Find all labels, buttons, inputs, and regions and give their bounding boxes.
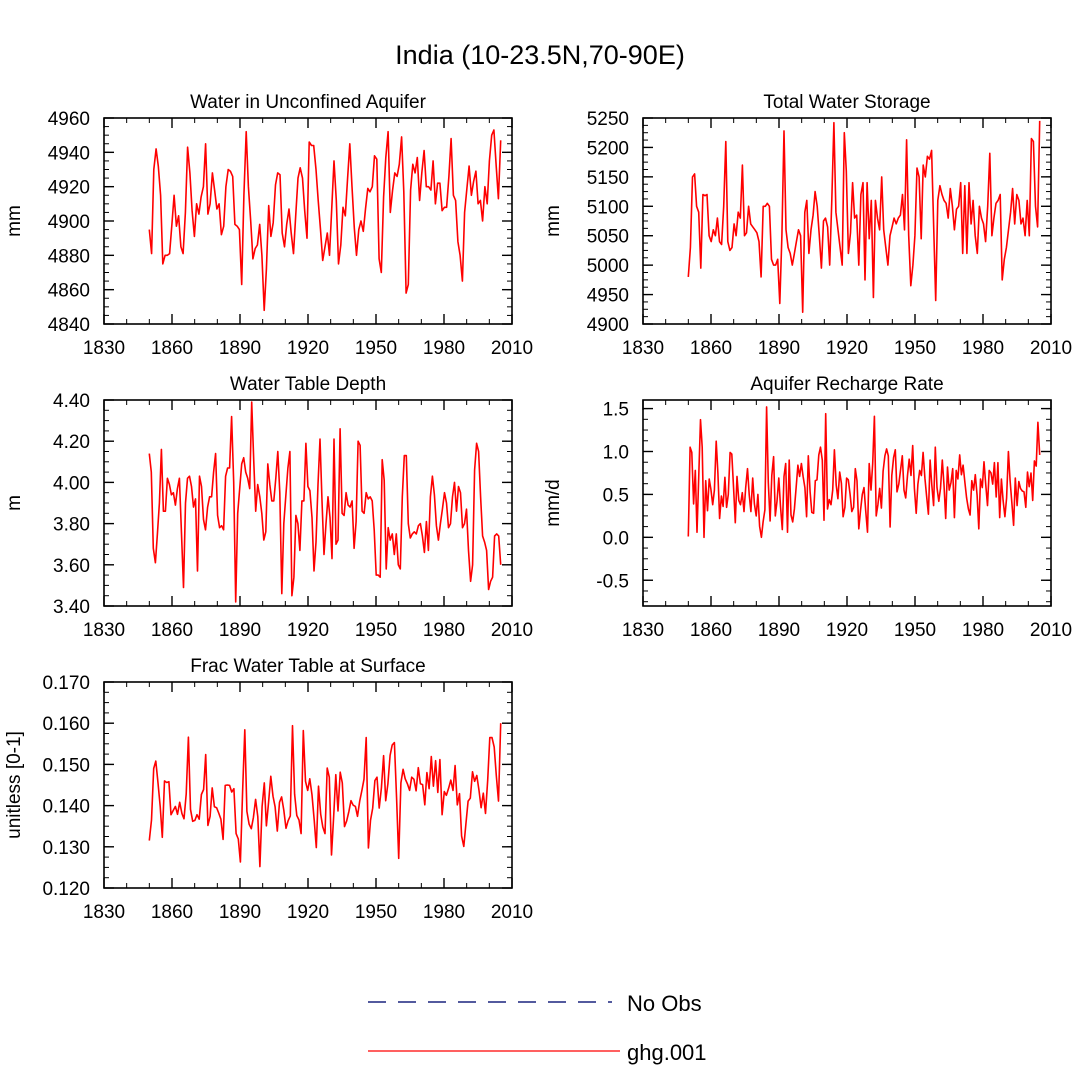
y-tick-label: 0.160	[42, 714, 90, 735]
panel-frac-water-table-surface: Frac Water Table at Surface unitless [0-1…	[4, 656, 533, 923]
y-tick-label: 4950	[587, 286, 629, 307]
x-tick-label: 1860	[690, 338, 732, 359]
x-tick-label: 1890	[758, 620, 800, 641]
x-tick-label: 1980	[423, 338, 465, 359]
series-line-ghg-001	[687, 120, 1041, 314]
y-tick-label: 1.5	[603, 400, 629, 421]
series-line-ghg-001	[148, 129, 502, 312]
y-tick-label: 4960	[48, 109, 90, 130]
x-tick-label: 1890	[219, 338, 261, 359]
panel-title: Water Table Depth	[230, 374, 386, 395]
x-tick-label: 1950	[355, 902, 397, 923]
y-tick-label: 4.20	[53, 432, 90, 453]
x-tick-label: 1950	[355, 620, 397, 641]
x-tick-label: 1830	[83, 620, 125, 641]
y-tick-label: 0.0	[603, 528, 629, 549]
y-tick-label: 5100	[587, 197, 629, 218]
x-tick-label: 1890	[219, 620, 261, 641]
y-tick-label: 4.40	[53, 391, 90, 412]
y-tick-label: 4.00	[53, 473, 90, 494]
panel-water-table-depth: Water Table Depth m 1830 1860 1890 1920 1950 19…	[4, 374, 533, 641]
y-tick-label: 0.150	[42, 755, 90, 776]
x-tick-label: 1860	[690, 620, 732, 641]
panel-total-water-storage: Total Water Storage mm 1830 1860 1890 1920 195…	[543, 92, 1072, 359]
x-tick-label: 1920	[826, 338, 868, 359]
y-tick-label: 0.170	[42, 673, 90, 694]
y-tick-label: 0.130	[42, 838, 90, 859]
x-tick-label: 1890	[758, 338, 800, 359]
x-tick-label: 1920	[287, 620, 329, 641]
x-tick-label: 1920	[826, 620, 868, 641]
y-axis-label: mm	[543, 205, 564, 237]
y-axis-label: unitless [0-1]	[4, 731, 25, 839]
y-tick-label: 5050	[587, 227, 629, 248]
series-line-ghg-001	[148, 401, 502, 603]
y-tick-label: 5000	[587, 256, 629, 277]
panel-title: Water in Unconfined Aquifer	[190, 92, 427, 113]
y-tick-label: 4940	[48, 143, 90, 164]
x-tick-label: 2010	[491, 620, 533, 641]
x-tick-label: 2010	[1030, 620, 1072, 641]
x-tick-label: 1950	[894, 338, 936, 359]
panel-title: Total Water Storage	[763, 92, 930, 113]
y-tick-label: 0.140	[42, 797, 90, 818]
y-tick-label: 3.40	[53, 597, 90, 618]
x-tick-label: 1980	[423, 902, 465, 923]
y-tick-label: 4900	[48, 212, 90, 233]
y-axis-label: mm/d	[543, 479, 564, 527]
x-tick-label: 1920	[287, 902, 329, 923]
y-tick-label: 5200	[587, 138, 629, 159]
x-tick-label: 1830	[622, 338, 664, 359]
figure-title: India (10-23.5N,70-90E)	[395, 40, 685, 70]
panel-aquifer-recharge-rate: Aquifer Recharge Rate mm/d 1830 1860 1890 192…	[543, 374, 1072, 641]
y-tick-label: 4880	[48, 246, 90, 267]
plot-frame	[642, 399, 1052, 607]
x-tick-label: 1860	[151, 620, 193, 641]
series-line-ghg-001	[148, 723, 502, 868]
legend-label-ghg-001: ghg.001	[627, 1040, 707, 1065]
x-tick-label: 1980	[423, 620, 465, 641]
x-tick-label: 1920	[287, 338, 329, 359]
y-tick-label: 3.80	[53, 515, 90, 536]
series-line-ghg-001	[687, 406, 1041, 539]
y-tick-label: 4900	[587, 315, 629, 336]
y-tick-label: 3.60	[53, 556, 90, 577]
y-tick-label: 0.5	[603, 485, 629, 506]
y-tick-label: 4840	[48, 315, 90, 336]
y-tick-label: 5250	[587, 109, 629, 130]
x-tick-label: 1950	[894, 620, 936, 641]
y-tick-label: -0.5	[596, 571, 629, 592]
y-axis-label: m	[4, 495, 25, 511]
y-tick-label: 5150	[587, 168, 629, 189]
x-tick-label: 1830	[83, 902, 125, 923]
x-tick-label: 1860	[151, 338, 193, 359]
y-axis-label: mm	[4, 205, 25, 237]
x-tick-label: 1890	[219, 902, 261, 923]
legend-label-no-obs: No Obs	[627, 991, 702, 1016]
panel-title: Aquifer Recharge Rate	[750, 374, 943, 395]
y-tick-label: 4860	[48, 281, 90, 302]
y-tick-label: 1.0	[603, 443, 629, 464]
x-tick-label: 1980	[962, 620, 1004, 641]
x-tick-label: 1830	[83, 338, 125, 359]
panel-water-unconfined-aquifer: Water in Unconfined Aquifer mm 1830 1860 189…	[4, 92, 533, 359]
y-tick-label: 0.120	[42, 879, 90, 900]
legend: No Obs ghg.001	[368, 991, 707, 1065]
x-tick-label: 1950	[355, 338, 397, 359]
x-tick-label: 2010	[1030, 338, 1072, 359]
x-tick-label: 1860	[151, 902, 193, 923]
x-tick-label: 1980	[962, 338, 1004, 359]
y-tick-label: 4920	[48, 178, 90, 199]
panel-title: Frac Water Table at Surface	[190, 656, 426, 677]
x-tick-label: 2010	[491, 902, 533, 923]
x-tick-label: 2010	[491, 338, 533, 359]
x-tick-label: 1830	[622, 620, 664, 641]
